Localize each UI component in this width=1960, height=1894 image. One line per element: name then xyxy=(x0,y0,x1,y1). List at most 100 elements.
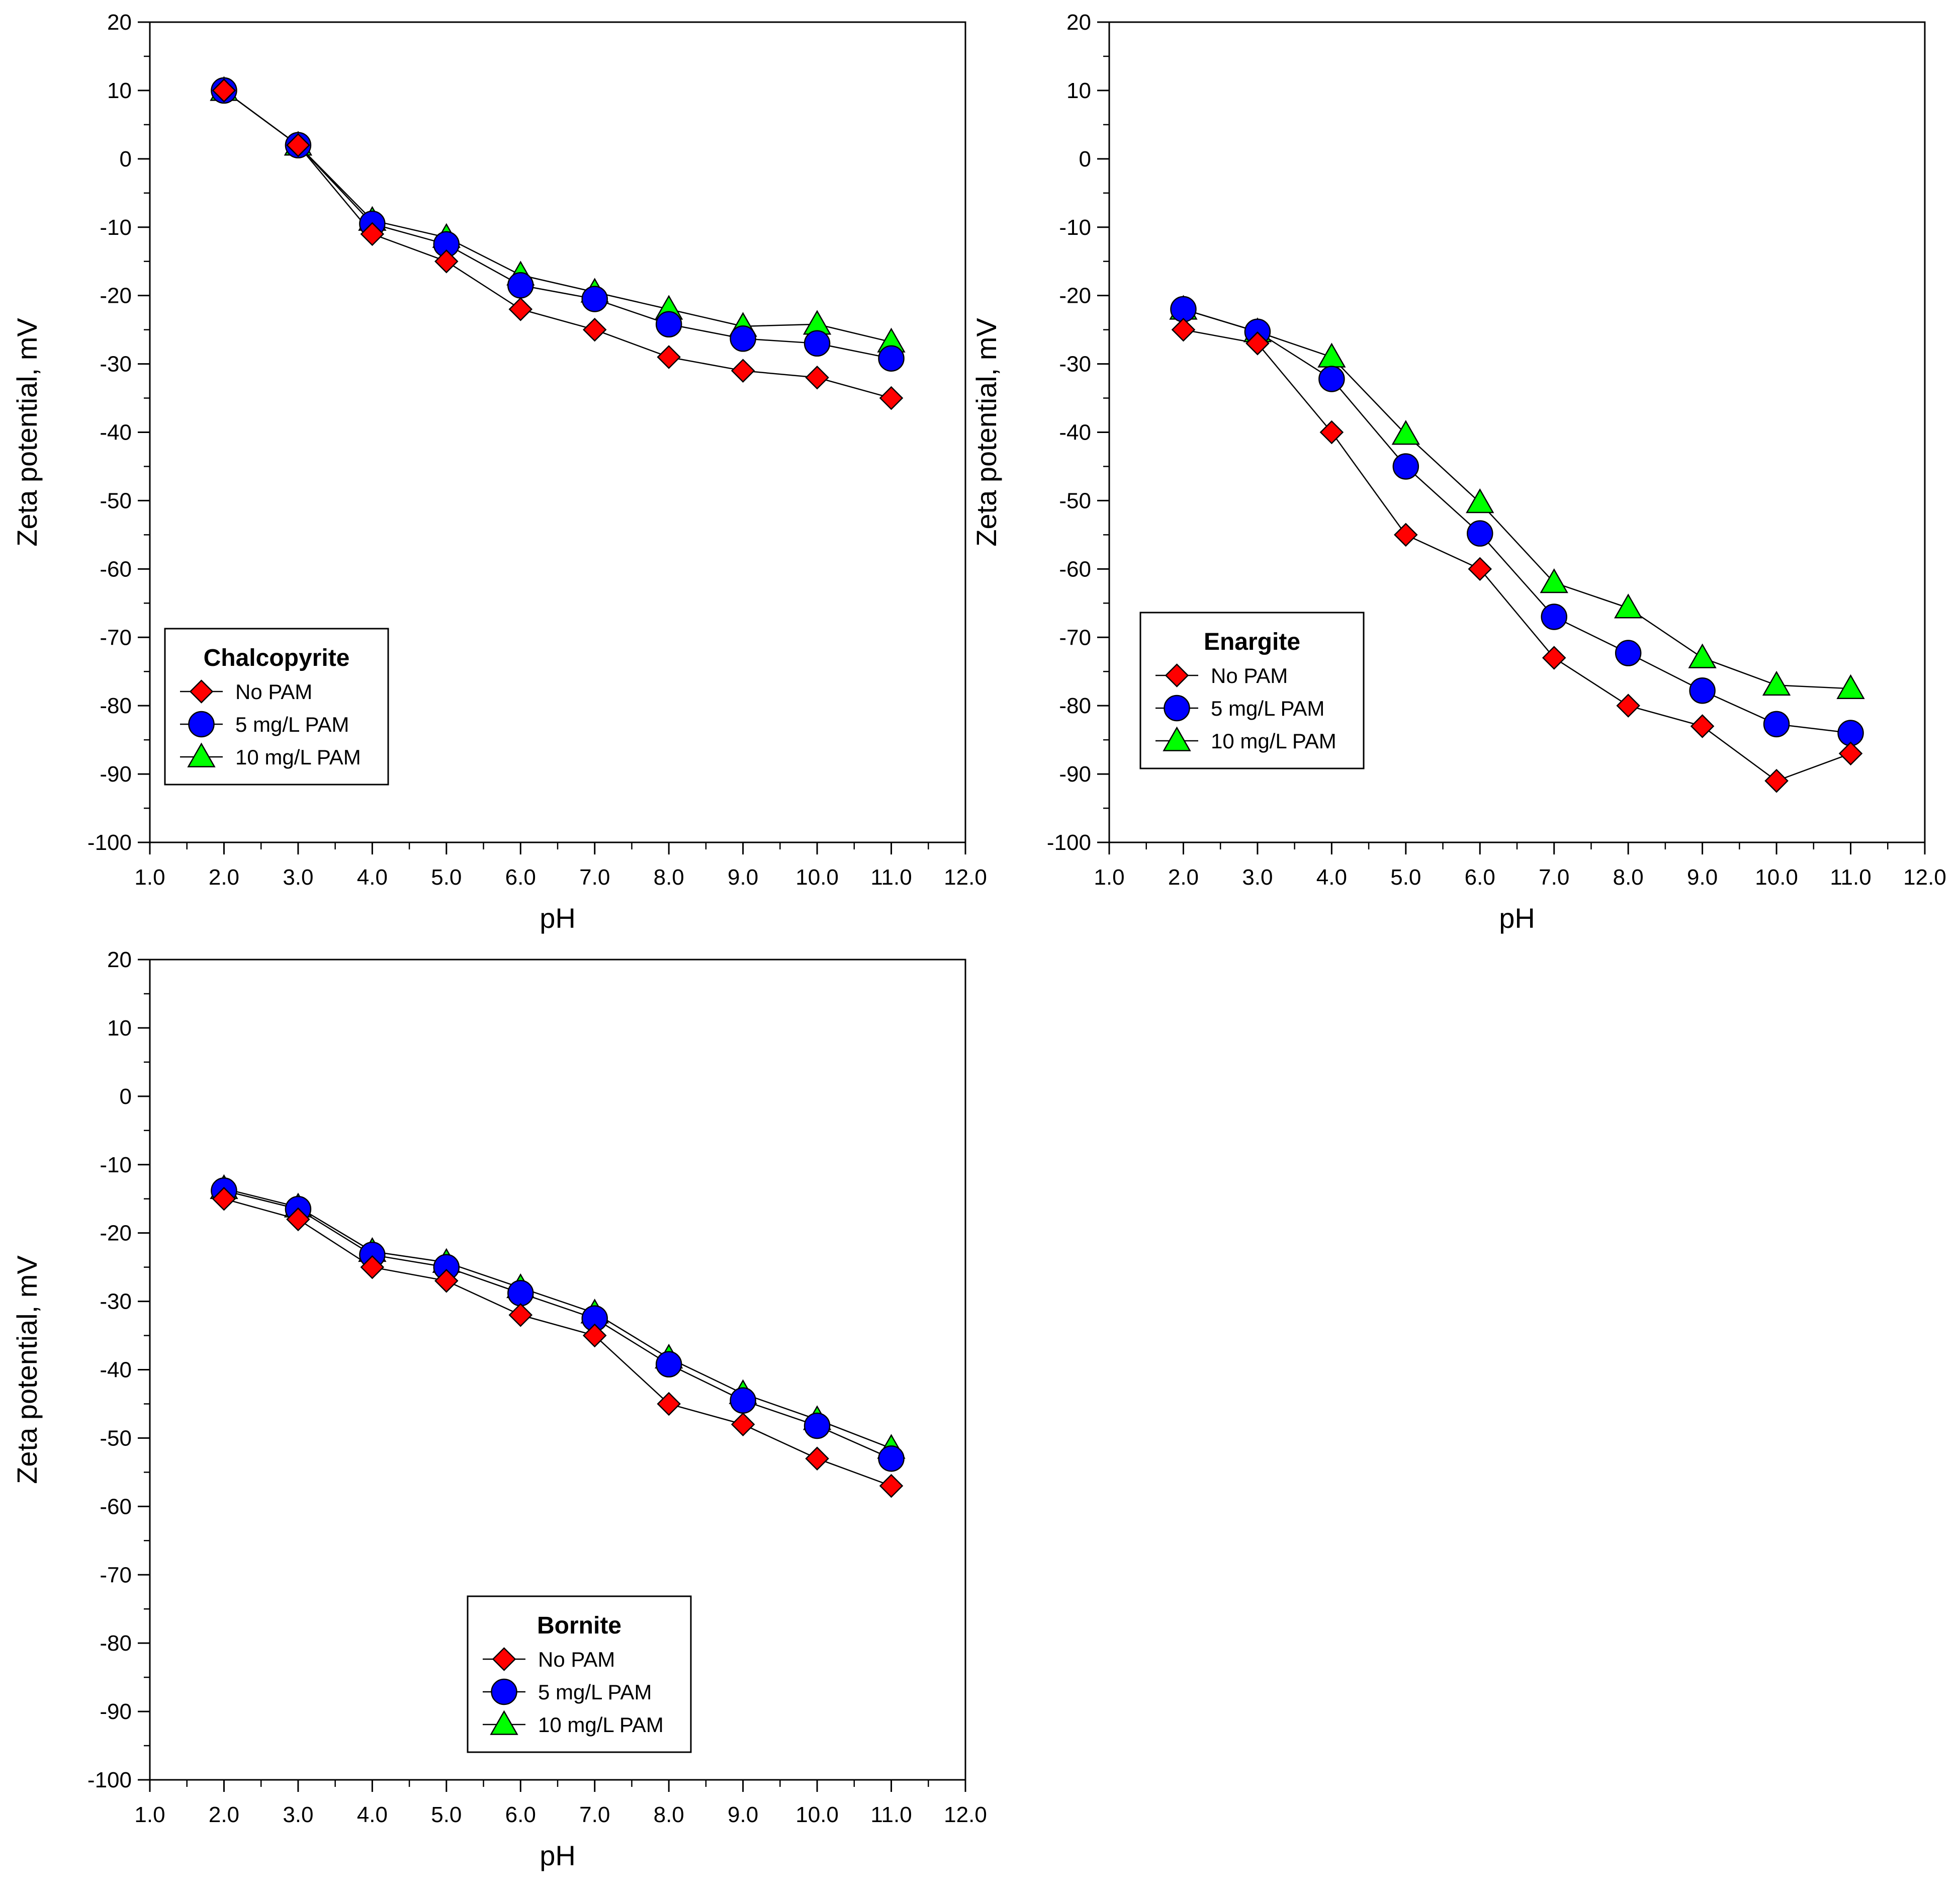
data-point-series-1 xyxy=(879,386,904,410)
x-tick-label: 6.0 xyxy=(505,1802,536,1827)
data-point-series-2 xyxy=(507,1280,534,1307)
data-point-series-1 xyxy=(1542,646,1566,670)
data-point-series-1 xyxy=(805,365,829,390)
legend-label: 5 mg/L PAM xyxy=(538,1680,652,1704)
x-tick-label: 10.0 xyxy=(795,865,839,890)
legend-swatch-marker xyxy=(188,711,215,738)
data-point-series-3 xyxy=(1688,643,1717,668)
data-point-series-1 xyxy=(582,317,607,342)
data-point-series-2 xyxy=(581,286,608,312)
data-point-series-1 xyxy=(731,1412,755,1437)
data-point-series-2 xyxy=(507,272,534,299)
data-point-series-1 xyxy=(805,1446,829,1471)
y-tick-label: 10 xyxy=(107,1016,132,1041)
data-point-series-1 xyxy=(879,1474,904,1498)
data-point-series-2 xyxy=(655,311,682,338)
y-tick-label: -50 xyxy=(100,488,132,513)
x-tick-label: 2.0 xyxy=(1168,865,1199,890)
y-tick-label: -10 xyxy=(100,1153,132,1177)
x-tick-label: 11.0 xyxy=(870,1802,912,1827)
legend: Chalcopyrite No PAM 5 mg/L PAM 10 mg/L PAM xyxy=(164,628,389,786)
series-line-1 xyxy=(223,90,892,399)
x-tick-label: 12.0 xyxy=(1903,865,1946,890)
x-tick-label: 3.0 xyxy=(1242,865,1273,890)
y-tick-label: -90 xyxy=(1059,762,1091,787)
legend-swatch-marker xyxy=(492,1647,516,1671)
legend-label: No PAM xyxy=(538,1648,615,1671)
x-tick-label: 4.0 xyxy=(357,1802,388,1827)
y-tick-label: 0 xyxy=(120,1084,132,1109)
data-point-series-1 xyxy=(1616,694,1640,718)
y-tick-label: -70 xyxy=(1059,625,1091,650)
data-point-series-1 xyxy=(1245,331,1270,356)
x-tick-label: 9.0 xyxy=(728,865,758,890)
x-tick-label: 5.0 xyxy=(431,865,462,890)
legend-label: 10 mg/L PAM xyxy=(538,1713,664,1737)
data-point-series-1 xyxy=(1690,714,1715,738)
data-point-series-1 xyxy=(1394,523,1418,547)
x-tick-label: 11.0 xyxy=(870,865,912,890)
legend-swatch-marker xyxy=(491,1678,517,1705)
series-line-1 xyxy=(224,1198,892,1487)
series-line-2 xyxy=(224,1190,892,1459)
y-tick-label: -80 xyxy=(100,1631,132,1656)
y-tick-label: -50 xyxy=(100,1426,132,1450)
data-point-series-1 xyxy=(731,359,755,383)
data-point-series-1 xyxy=(1838,741,1863,766)
data-point-series-2 xyxy=(1318,366,1345,392)
y-tick-label: -90 xyxy=(100,1699,132,1724)
legend: Bornite No PAM 5 mg/L PAM 10 mg/L PAM xyxy=(467,1595,692,1753)
data-point-series-1 xyxy=(1764,768,1789,793)
y-tick-label: 0 xyxy=(120,147,132,171)
data-point-series-2 xyxy=(804,330,831,357)
x-tick-label: 5.0 xyxy=(1390,865,1421,890)
series-line-1 xyxy=(1183,329,1851,782)
data-point-series-1 xyxy=(1319,420,1344,445)
data-point-series-1 xyxy=(434,249,459,274)
data-point-series-1 xyxy=(360,222,385,246)
y-tick-label: 20 xyxy=(107,948,132,972)
y-tick-label: -40 xyxy=(1059,420,1091,445)
legend-label: 10 mg/L PAM xyxy=(235,745,361,769)
data-point-series-2 xyxy=(1541,604,1567,630)
x-axis-title: pH xyxy=(540,1840,576,1871)
y-tick-label: -30 xyxy=(100,1289,132,1314)
data-point-series-1 xyxy=(212,1186,236,1211)
data-point-series-1 xyxy=(212,78,236,103)
data-point-series-3 xyxy=(1317,342,1346,368)
x-axis-title: pH xyxy=(1499,902,1535,934)
x-tick-label: 4.0 xyxy=(357,865,388,890)
x-axis-title: pH xyxy=(540,902,576,934)
x-tick-label: 12.0 xyxy=(944,1802,987,1827)
data-point-series-2 xyxy=(655,1351,682,1378)
x-tick-label: 6.0 xyxy=(1465,865,1495,890)
x-tick-label: 6.0 xyxy=(505,865,536,890)
x-tick-label: 1.0 xyxy=(1094,865,1124,890)
y-tick-label: -30 xyxy=(100,352,132,377)
data-point-series-1 xyxy=(657,1392,681,1416)
y-tick-label: -20 xyxy=(100,284,132,308)
y-tick-label: -100 xyxy=(87,1768,132,1792)
data-point-series-2 xyxy=(878,1445,905,1472)
x-tick-label: 7.0 xyxy=(1539,865,1569,890)
y-tick-label: -10 xyxy=(1059,215,1091,240)
data-point-series-3 xyxy=(1614,593,1643,619)
data-point-series-1 xyxy=(434,1269,459,1293)
y-tick-label: -40 xyxy=(100,420,132,445)
legend-swatch-marker xyxy=(189,679,214,704)
x-tick-label: 2.0 xyxy=(209,1802,239,1827)
data-point-series-1 xyxy=(657,345,681,369)
x-tick-label: 1.0 xyxy=(134,1802,165,1827)
legend-swatch-marker xyxy=(1163,726,1191,751)
y-tick-label: -10 xyxy=(100,215,132,240)
x-tick-label: 7.0 xyxy=(579,865,610,890)
legend-swatch-marker xyxy=(1164,695,1190,722)
data-point-series-2 xyxy=(1689,677,1716,704)
data-point-series-1 xyxy=(360,1255,385,1279)
legend-label: 5 mg/L PAM xyxy=(235,713,349,736)
legend-label: No PAM xyxy=(235,680,312,704)
x-tick-label: 9.0 xyxy=(728,1802,758,1827)
x-tick-label: 9.0 xyxy=(1687,865,1718,890)
data-point-series-1 xyxy=(286,1207,310,1232)
